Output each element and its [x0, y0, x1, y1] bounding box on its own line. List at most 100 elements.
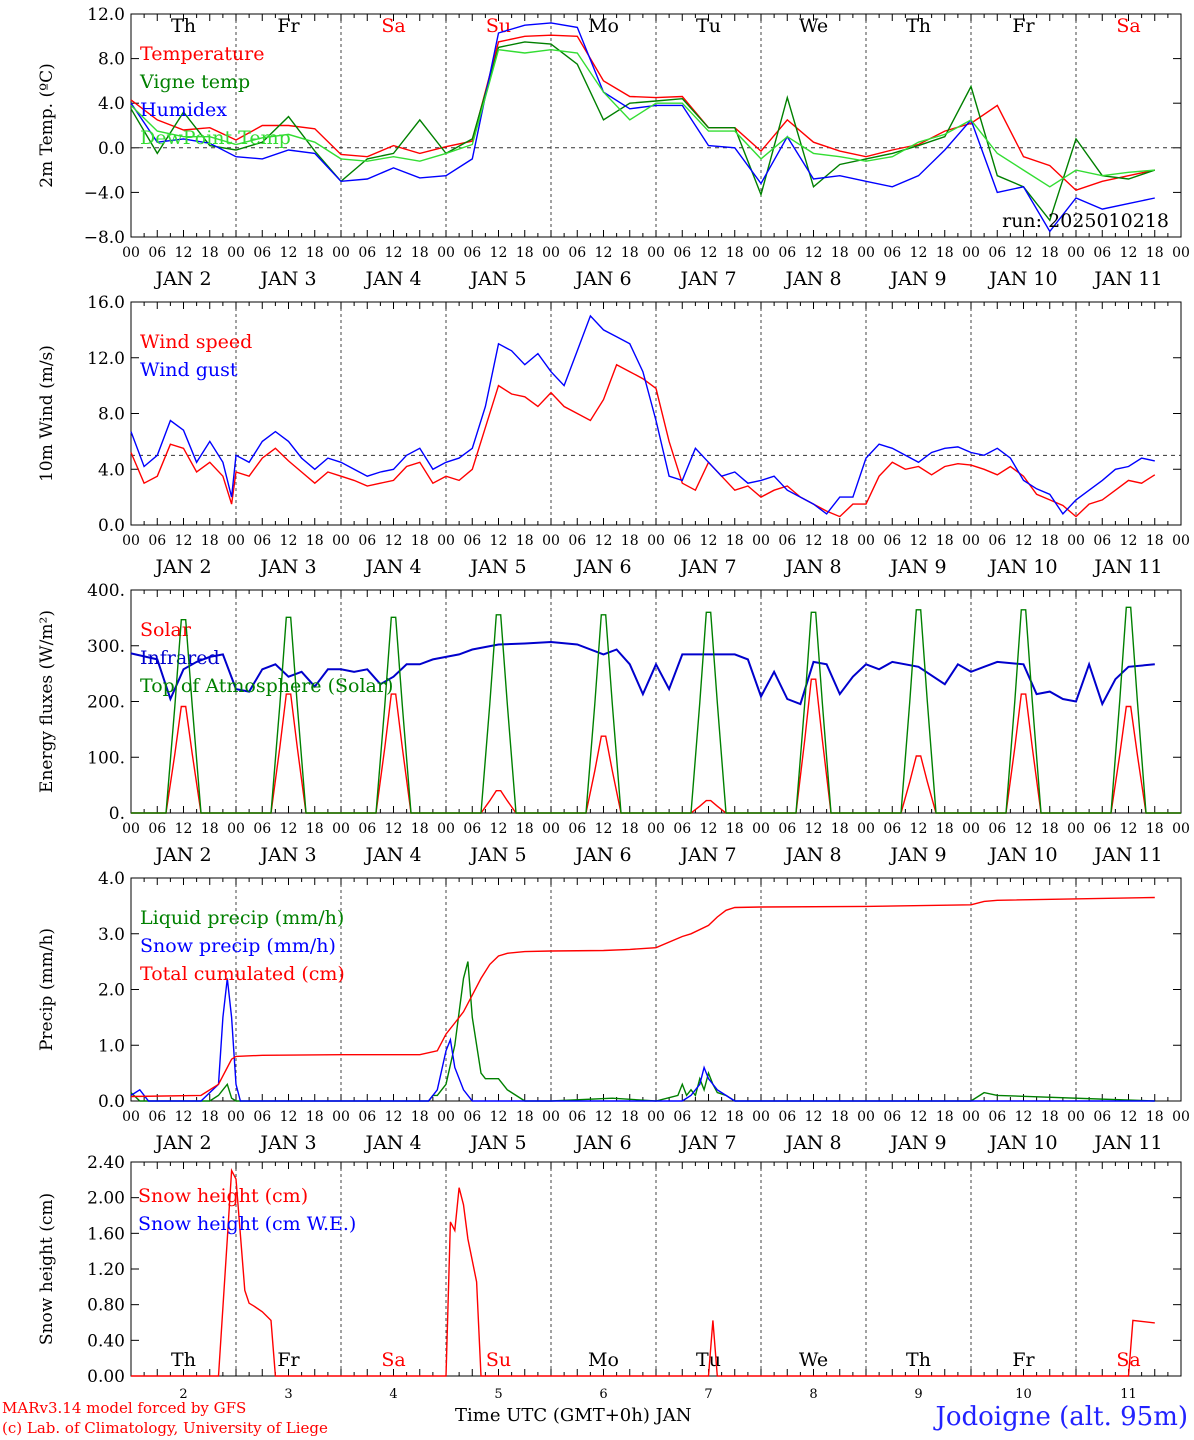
- x-tick-label: 18: [201, 821, 219, 837]
- day-number-label: 9: [914, 1387, 922, 1402]
- legend-entry: Top of Atmosphere (Solar): [140, 675, 393, 697]
- x-tick-label: 00: [1067, 821, 1085, 837]
- weekday-label: We: [799, 1349, 828, 1371]
- x-tick-label: 00: [437, 1109, 455, 1125]
- x-tick-label: 06: [253, 821, 271, 837]
- date-label: JAN 5: [468, 556, 526, 578]
- date-label: JAN 3: [258, 1132, 316, 1154]
- series-line: [130, 978, 1155, 1102]
- y-tick-label: −8.0: [84, 228, 125, 248]
- x-tick-label: 12: [910, 821, 928, 837]
- x-tick-label: 12: [280, 1109, 298, 1125]
- x-tick-label: 00: [542, 245, 560, 261]
- x-tick-label: 06: [988, 533, 1006, 549]
- x-tick-label: 00: [647, 1109, 665, 1125]
- x-tick-label: 18: [1041, 821, 1059, 837]
- x-tick-label: 12: [385, 1109, 403, 1125]
- x-tick-label: 12: [1015, 821, 1033, 837]
- date-label: JAN 4: [363, 556, 421, 578]
- x-tick-label: 18: [621, 1109, 639, 1125]
- station-name: Jodoigne (alt. 95m): [935, 1402, 1188, 1432]
- y-tick-label: 300.: [87, 637, 125, 657]
- y-tick-label: 0.00: [87, 1367, 125, 1387]
- x-tick-label: 18: [726, 1109, 744, 1125]
- x-tick-label: 06: [358, 245, 376, 261]
- x-tick-label: 18: [621, 821, 639, 837]
- legend-entry: Snow precip (mm/h): [140, 935, 336, 957]
- x-tick-label: 00: [542, 533, 560, 549]
- x-tick-label: 06: [463, 821, 481, 837]
- date-label: JAN 8: [783, 268, 841, 290]
- x-tick-label: 00: [647, 245, 665, 261]
- x-tick-label: 18: [936, 245, 954, 261]
- weekday-label: Sa: [381, 15, 405, 37]
- x-tick-label: 12: [490, 821, 508, 837]
- weekday-label: Tu: [696, 15, 721, 37]
- date-label: JAN 5: [468, 1132, 526, 1154]
- x-tick-label: 06: [883, 533, 901, 549]
- weekday-label: We: [799, 15, 828, 37]
- y-tick-label: 8.0: [98, 50, 125, 70]
- y-axis-title: Precip (mm/h): [37, 928, 57, 1051]
- x-tick-label: 00: [542, 821, 560, 837]
- date-label: JAN 4: [363, 844, 421, 866]
- day-number-label: 2: [179, 1387, 187, 1402]
- x-tick-label: 00: [1067, 533, 1085, 549]
- date-label: JAN 4: [363, 1132, 421, 1154]
- date-label: JAN 6: [573, 1132, 631, 1154]
- y-tick-label: 400.: [87, 581, 125, 601]
- x-tick-label: 18: [411, 1109, 429, 1125]
- weekday-label: Mo: [588, 1349, 619, 1371]
- x-tick-label: 18: [516, 821, 534, 837]
- legend-entry: Liquid precip (mm/h): [140, 907, 344, 929]
- date-label: JAN 4: [363, 268, 421, 290]
- x-tick-label: 18: [831, 1109, 849, 1125]
- series-line: [130, 363, 1156, 518]
- x-tick-label: 12: [1015, 533, 1033, 549]
- weekday-label: Fr: [277, 15, 300, 37]
- x-tick-label: 06: [148, 821, 166, 837]
- x-tick-label: 06: [568, 821, 586, 837]
- series-line: [130, 48, 1155, 188]
- x-tick-label: 00: [1172, 245, 1190, 261]
- x-tick-label: 00: [437, 245, 455, 261]
- panel-4: 4.0 3.0 2.0 1.0 0.0 Precip (mm/h) 00 06 12 18 JAN …: [37, 869, 1190, 1154]
- x-tick-label: 00: [962, 533, 980, 549]
- x-tick-label: 00: [122, 1109, 140, 1125]
- x-tick-label: 06: [988, 1109, 1006, 1125]
- x-tick-label: 00: [1172, 821, 1190, 837]
- x-tick-label: 18: [1146, 533, 1164, 549]
- x-tick-label: 12: [595, 1109, 613, 1125]
- y-tick-label: 16.0: [87, 293, 125, 313]
- x-tick-label: 06: [1093, 821, 1111, 837]
- x-tick-label: 00: [752, 1109, 770, 1125]
- y-tick-label: 2.00: [87, 1189, 125, 1209]
- date-label: JAN 9: [888, 844, 946, 866]
- x-tick-label: 18: [621, 533, 639, 549]
- x-tick-label: 18: [831, 245, 849, 261]
- x-tick-label: 06: [778, 821, 796, 837]
- x-tick-label: 12: [595, 533, 613, 549]
- x-tick-label: 00: [437, 821, 455, 837]
- x-tick-label: 06: [568, 1109, 586, 1125]
- series-line: [131, 1168, 1155, 1377]
- x-tick-label: 00: [962, 245, 980, 261]
- date-label: JAN 2: [153, 844, 211, 866]
- series-line: [130, 41, 1156, 222]
- x-tick-label: 06: [1093, 245, 1111, 261]
- x-tick-label: 12: [910, 245, 928, 261]
- x-tick-label: 12: [1120, 1109, 1138, 1125]
- x-tick-label: 18: [936, 1109, 954, 1125]
- x-tick-label: 06: [358, 1109, 376, 1125]
- weekday-label: Fr: [277, 1349, 300, 1371]
- y-axis-title: Energy fluxes (W/m²): [37, 610, 57, 793]
- x-tick-label: 00: [1172, 1109, 1190, 1125]
- legend-entry: Vigne temp: [139, 71, 250, 93]
- date-label: JAN 3: [258, 268, 316, 290]
- x-tick-label: 00: [752, 821, 770, 837]
- date-label: JAN 7: [678, 268, 736, 290]
- series-line: [130, 640, 1155, 707]
- x-tick-label: 18: [411, 821, 429, 837]
- x-tick-label: 00: [647, 533, 665, 549]
- date-label: JAN 10: [987, 844, 1057, 866]
